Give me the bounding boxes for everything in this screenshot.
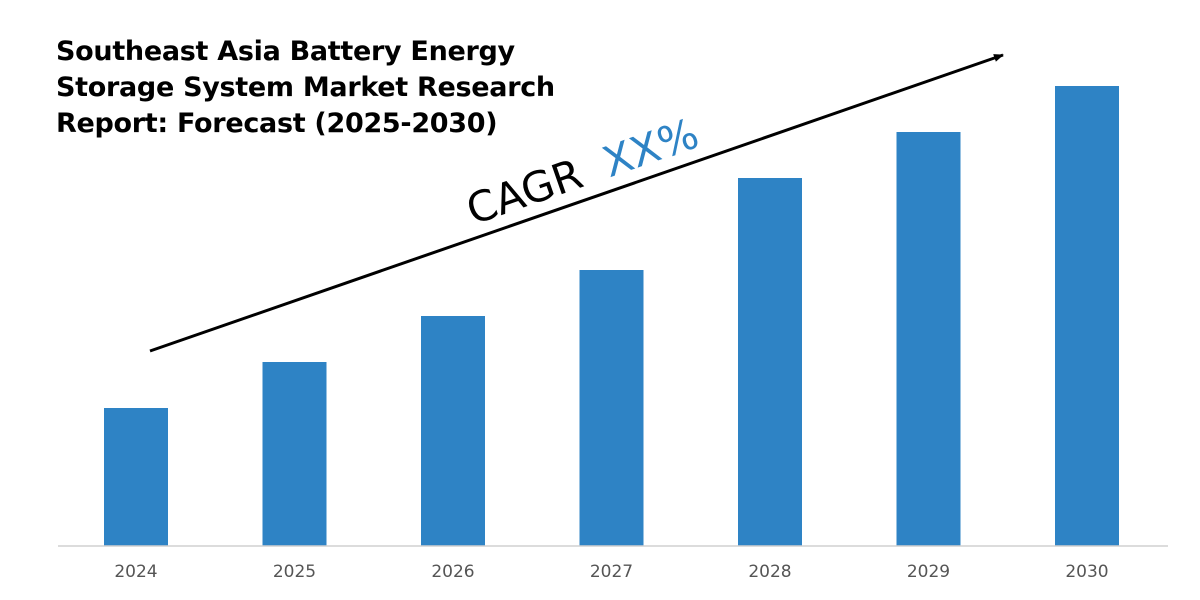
chart-title: Southeast Asia Battery Energy Storage Sy…	[56, 34, 576, 142]
cagr-value: XX%	[597, 109, 705, 187]
chart-title-line-1: Southeast Asia Battery Energy	[56, 36, 515, 67]
bar-2024	[104, 408, 168, 546]
x-tick-label-2025: 2025	[273, 562, 316, 582]
x-tick-label-2029: 2029	[907, 562, 950, 582]
chart-title-line-3: Report: Forecast (2025-2030)	[56, 108, 498, 139]
bar-2025	[262, 362, 327, 546]
bars-group	[104, 86, 1119, 546]
trend-arrow	[149, 53, 1004, 353]
x-tick-label-2028: 2028	[748, 562, 791, 582]
chart-title-line-2: Storage System Market Research	[56, 72, 555, 103]
x-tick-label-2026: 2026	[431, 562, 474, 582]
bar-2030	[1055, 86, 1119, 546]
x-tick-labels: 2024 2025 2026 2027 2028 2029 2030	[114, 562, 1108, 582]
x-tick-label-2027: 2027	[590, 562, 633, 582]
bar-2028	[738, 178, 802, 546]
bar-2029	[896, 132, 961, 546]
x-tick-label-2030: 2030	[1065, 562, 1108, 582]
bar-2027	[579, 270, 644, 546]
x-tick-label-2024: 2024	[114, 562, 157, 582]
bar-2026	[421, 316, 485, 546]
